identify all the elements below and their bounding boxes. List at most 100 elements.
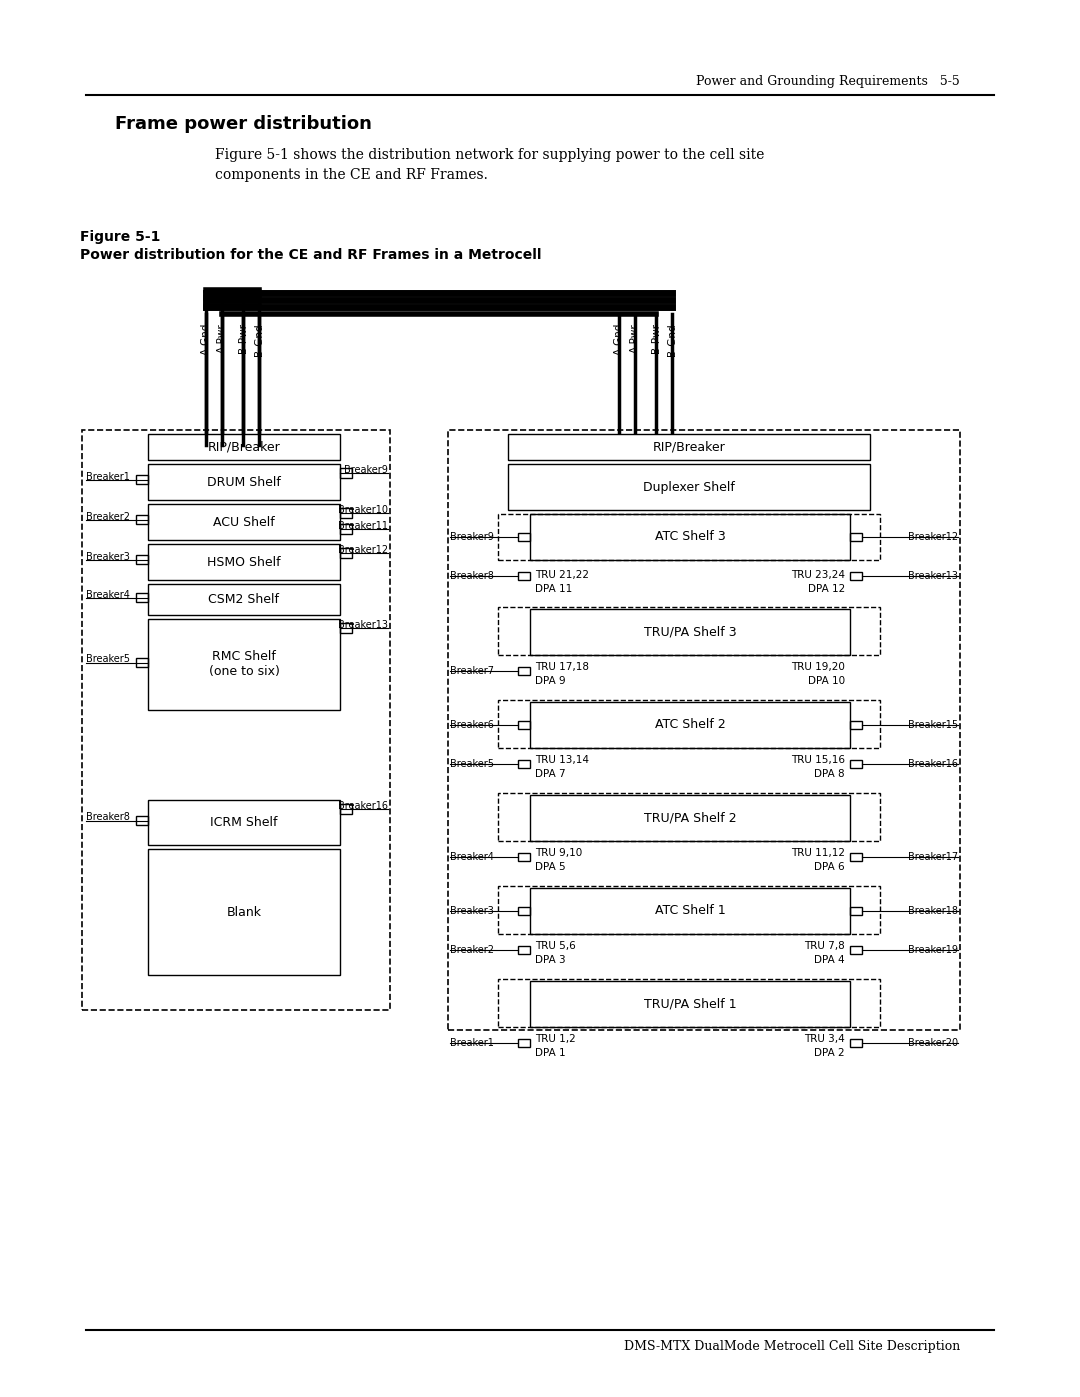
Text: HSMO Shelf: HSMO Shelf (207, 556, 281, 569)
Text: DPA 12: DPA 12 (808, 584, 845, 594)
Bar (498, 608, 880, 655)
Text: DPA 9: DPA 9 (535, 676, 566, 686)
Text: DPA 8: DPA 8 (814, 768, 845, 780)
Bar (340, 509, 352, 518)
Text: B-Gnd: B-Gnd (254, 323, 264, 356)
Text: Breaker1: Breaker1 (450, 1038, 494, 1048)
Text: Breaker4: Breaker4 (86, 590, 130, 599)
Text: TRU 9,10: TRU 9,10 (535, 848, 582, 858)
Bar (518, 534, 530, 541)
Bar (148, 434, 340, 460)
Bar (148, 504, 340, 541)
Bar (498, 979, 880, 1027)
Text: TRU 17,18: TRU 17,18 (535, 662, 589, 672)
Text: DPA 11: DPA 11 (535, 584, 572, 594)
Bar (148, 464, 340, 500)
Text: Blank: Blank (227, 905, 261, 918)
Text: TRU 23,24: TRU 23,24 (791, 570, 845, 580)
Bar (148, 543, 340, 580)
Text: DPA 4: DPA 4 (814, 956, 845, 965)
Text: Breaker20: Breaker20 (908, 1038, 958, 1048)
Text: RIP/Breaker: RIP/Breaker (207, 440, 281, 454)
Text: Breaker17: Breaker17 (908, 852, 958, 862)
Text: Breaker5: Breaker5 (86, 655, 130, 665)
Text: TRU 7,8: TRU 7,8 (805, 942, 845, 951)
Text: Breaker6: Breaker6 (450, 719, 494, 731)
Text: TRU/PA Shelf 1: TRU/PA Shelf 1 (644, 997, 737, 1010)
Text: Breaker18: Breaker18 (908, 907, 958, 916)
Text: Breaker15: Breaker15 (908, 719, 958, 731)
Text: TRU 19,20: TRU 19,20 (792, 662, 845, 672)
Text: Breaker13: Breaker13 (908, 571, 958, 581)
Text: Breaker16: Breaker16 (338, 800, 388, 812)
Text: TRU 13,14: TRU 13,14 (535, 754, 589, 766)
Text: Figure 5-1 shows the distribution network for supplying power to the cell site
c: Figure 5-1 shows the distribution networ… (215, 148, 765, 182)
Text: DPA 3: DPA 3 (535, 956, 566, 965)
Text: Power and Grounding Requirements   5-5: Power and Grounding Requirements 5-5 (697, 75, 960, 88)
Text: TRU 15,16: TRU 15,16 (791, 754, 845, 766)
Bar (508, 434, 870, 460)
Bar (498, 514, 880, 560)
Bar (850, 721, 862, 729)
Bar (850, 1039, 862, 1046)
Bar (850, 760, 862, 768)
Text: Breaker3: Breaker3 (450, 907, 494, 916)
Text: ACU Shelf: ACU Shelf (213, 515, 275, 528)
Text: B-Pwr: B-Pwr (238, 323, 248, 353)
Text: B-Pwr: B-Pwr (651, 323, 661, 353)
Text: TRU 21,22: TRU 21,22 (535, 570, 589, 580)
Bar (340, 548, 352, 557)
Bar (518, 721, 530, 729)
Text: TRU/PA Shelf 2: TRU/PA Shelf 2 (644, 812, 737, 824)
Bar (530, 703, 850, 747)
Text: A-Gnd: A-Gnd (201, 323, 211, 355)
Text: TRU 11,12: TRU 11,12 (791, 848, 845, 858)
Text: DPA 2: DPA 2 (814, 1048, 845, 1058)
Bar (498, 886, 880, 935)
Text: Frame power distribution: Frame power distribution (114, 115, 372, 133)
Bar (148, 584, 340, 615)
Bar (340, 524, 352, 534)
Text: Breaker9: Breaker9 (450, 532, 494, 542)
Bar (850, 907, 862, 915)
Bar (136, 816, 148, 824)
Text: Breaker4: Breaker4 (450, 852, 494, 862)
Text: Breaker9: Breaker9 (345, 465, 388, 475)
Bar (850, 571, 862, 580)
Bar (530, 514, 850, 560)
Text: A-Pwr: A-Pwr (630, 323, 640, 353)
Bar (136, 475, 148, 483)
Bar (448, 430, 960, 1030)
Text: Figure 5-1: Figure 5-1 (80, 231, 160, 244)
Text: A-Gnd: A-Gnd (615, 323, 624, 355)
Bar (136, 555, 148, 564)
Bar (518, 760, 530, 768)
Bar (340, 805, 352, 814)
Bar (508, 464, 870, 510)
Text: TRU/PA Shelf 3: TRU/PA Shelf 3 (644, 626, 737, 638)
Bar (530, 609, 850, 655)
Bar (148, 849, 340, 975)
Text: B-Gnd: B-Gnd (667, 323, 677, 356)
Text: Breaker19: Breaker19 (908, 944, 958, 956)
Text: Breaker2: Breaker2 (86, 511, 130, 522)
Text: DPA 5: DPA 5 (535, 862, 566, 872)
Text: DPA 1: DPA 1 (535, 1048, 566, 1058)
Text: Breaker12: Breaker12 (908, 532, 958, 542)
Text: ATC Shelf 1: ATC Shelf 1 (654, 904, 726, 918)
Text: DPA 6: DPA 6 (814, 862, 845, 872)
Bar (136, 515, 148, 524)
Bar (148, 800, 340, 845)
Bar (518, 946, 530, 954)
Text: Breaker1: Breaker1 (86, 472, 130, 482)
Text: TRU 3,4: TRU 3,4 (805, 1034, 845, 1044)
Bar (136, 658, 148, 666)
Text: Breaker5: Breaker5 (450, 759, 494, 768)
Text: Breaker7: Breaker7 (450, 666, 494, 676)
Bar (518, 907, 530, 915)
Bar (530, 888, 850, 935)
Bar (518, 1039, 530, 1046)
Text: TRU 5,6: TRU 5,6 (535, 942, 576, 951)
Text: Breaker3: Breaker3 (86, 552, 130, 562)
Text: RMC Shelf
(one to six): RMC Shelf (one to six) (208, 651, 280, 679)
